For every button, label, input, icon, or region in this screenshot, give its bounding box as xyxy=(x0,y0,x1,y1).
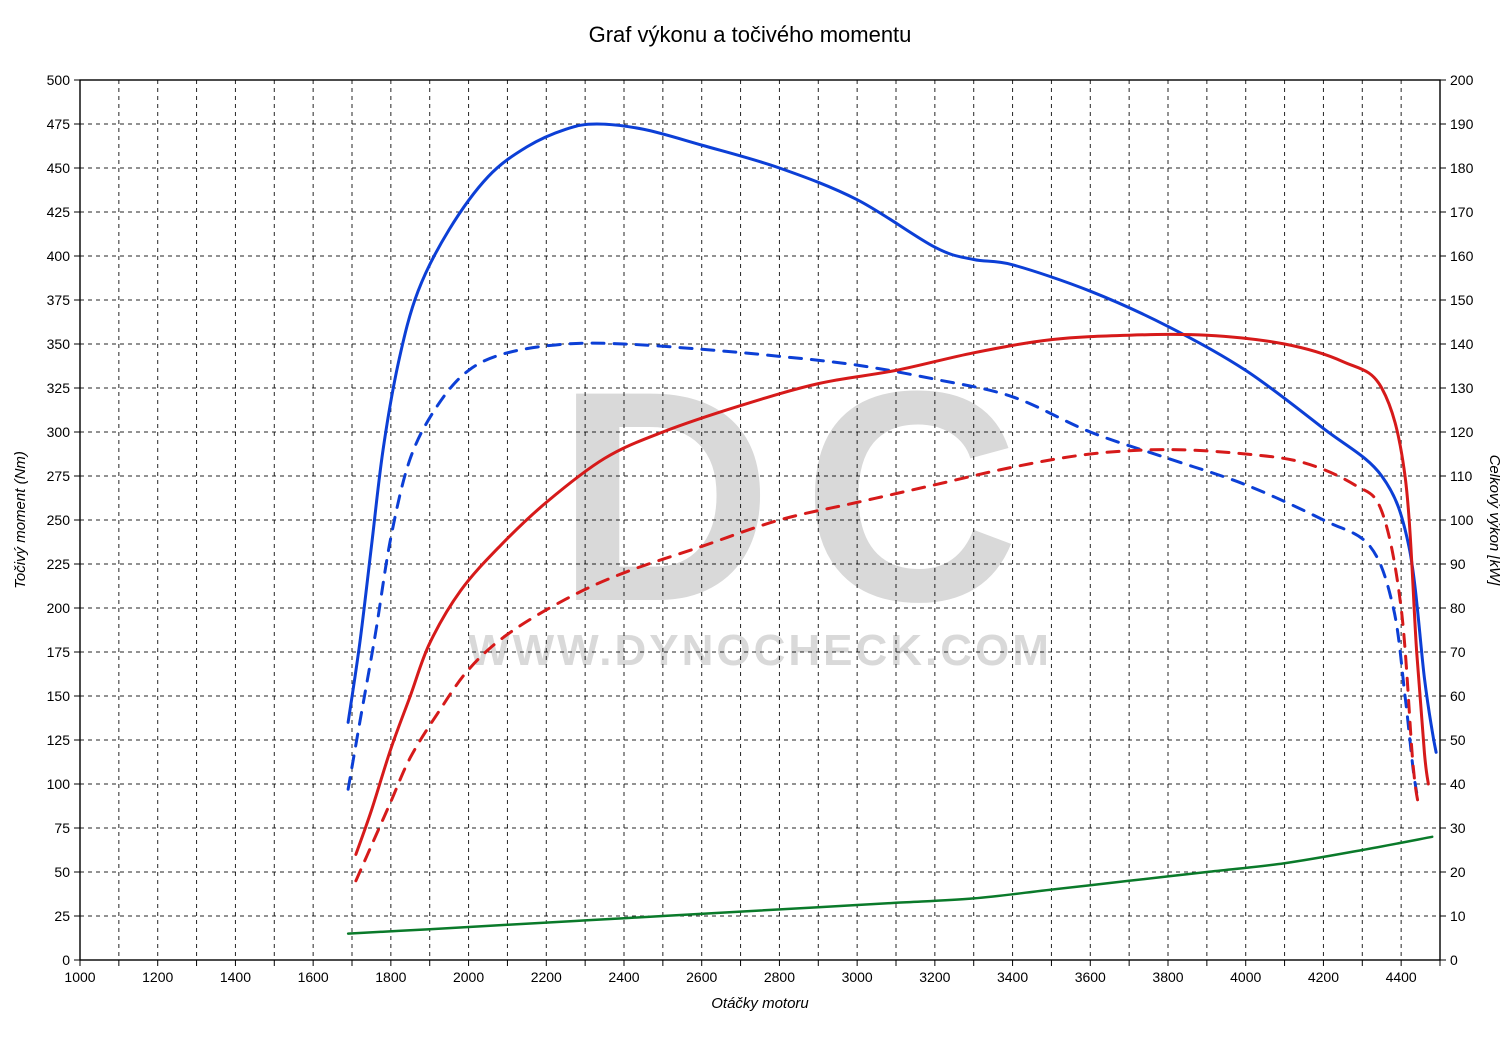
y-left-tick-label: 25 xyxy=(54,908,70,924)
y-right-tick-label: 0 xyxy=(1450,952,1458,968)
y-left-tick-label: 350 xyxy=(47,336,71,352)
y-right-tick-label: 50 xyxy=(1450,732,1466,748)
y-right-tick-label: 170 xyxy=(1450,204,1474,220)
x-tick-label: 4200 xyxy=(1308,969,1339,985)
y-left-tick-label: 200 xyxy=(47,600,71,616)
y-left-axis-label: Točivý moment (Nm) xyxy=(12,451,29,589)
y-left-tick-label: 150 xyxy=(47,688,71,704)
y-left-tick-label: 275 xyxy=(47,468,71,484)
x-tick-label: 3200 xyxy=(919,969,950,985)
y-left-tick-label: 75 xyxy=(54,820,70,836)
y-left-tick-label: 475 xyxy=(47,116,71,132)
x-tick-label: 2200 xyxy=(531,969,562,985)
y-left-tick-label: 0 xyxy=(62,952,70,968)
y-left-tick-label: 175 xyxy=(47,644,71,660)
y-left-tick-label: 400 xyxy=(47,248,71,264)
watermark-text: WWW.DYNOCHECK.COM xyxy=(468,626,1052,675)
y-right-tick-label: 10 xyxy=(1450,908,1466,924)
chart-container: Graf výkonu a točivého momentu DCWWW.DYN… xyxy=(0,0,1500,1041)
x-tick-label: 2400 xyxy=(608,969,639,985)
y-right-tick-label: 90 xyxy=(1450,556,1466,572)
dyno-chart-svg: DCWWW.DYNOCHECK.COM 10001200140016001800… xyxy=(0,0,1500,1041)
y-right-tick-label: 110 xyxy=(1450,468,1473,484)
y-left-tick-label: 500 xyxy=(47,72,71,88)
x-tick-label: 2000 xyxy=(453,969,484,985)
y-left-tick-label: 300 xyxy=(47,424,71,440)
y-right-tick-label: 190 xyxy=(1450,116,1474,132)
y-right-tick-label: 80 xyxy=(1450,600,1466,616)
series-loss_power xyxy=(348,837,1432,934)
y-left-tick-label: 125 xyxy=(47,732,71,748)
y-right-tick-label: 100 xyxy=(1450,512,1474,528)
x-tick-label: 3000 xyxy=(842,969,873,985)
y-right-tick-label: 70 xyxy=(1450,644,1466,660)
y-left-tick-label: 325 xyxy=(47,380,71,396)
y-right-tick-label: 150 xyxy=(1450,292,1474,308)
y-right-tick-label: 30 xyxy=(1450,820,1466,836)
y-right-tick-label: 130 xyxy=(1450,380,1474,396)
watermark-logo: DC xyxy=(556,328,1049,664)
y-right-tick-label: 160 xyxy=(1450,248,1474,264)
y-right-axis-label: Celkový výkon [kW] xyxy=(1486,455,1500,587)
y-right-tick-label: 140 xyxy=(1450,336,1474,352)
y-right-tick-label: 60 xyxy=(1450,688,1466,704)
y-right-tick-label: 20 xyxy=(1450,864,1466,880)
x-tick-label: 3400 xyxy=(997,969,1028,985)
y-left-tick-label: 375 xyxy=(47,292,71,308)
y-left-tick-label: 50 xyxy=(54,864,70,880)
y-left-tick-label: 450 xyxy=(47,160,71,176)
x-tick-label: 1600 xyxy=(298,969,329,985)
x-tick-label: 1000 xyxy=(64,969,95,985)
y-right-tick-label: 180 xyxy=(1450,160,1474,176)
y-left-tick-label: 425 xyxy=(47,204,71,220)
x-tick-label: 2800 xyxy=(764,969,795,985)
x-tick-label: 2600 xyxy=(686,969,717,985)
y-right-tick-label: 40 xyxy=(1450,776,1466,792)
y-right-tick-label: 120 xyxy=(1450,424,1474,440)
y-left-tick-label: 100 xyxy=(47,776,71,792)
y-right-tick-label: 200 xyxy=(1450,72,1474,88)
x-tick-label: 1800 xyxy=(375,969,406,985)
x-axis-label: Otáčky motoru xyxy=(711,995,809,1012)
y-left-tick-label: 250 xyxy=(47,512,71,528)
x-tick-label: 4000 xyxy=(1230,969,1261,985)
x-tick-label: 1200 xyxy=(142,969,173,985)
x-tick-label: 3600 xyxy=(1075,969,1106,985)
x-tick-label: 4400 xyxy=(1386,969,1417,985)
x-tick-label: 1400 xyxy=(220,969,251,985)
y-left-tick-label: 225 xyxy=(47,556,71,572)
x-tick-label: 3800 xyxy=(1152,969,1183,985)
